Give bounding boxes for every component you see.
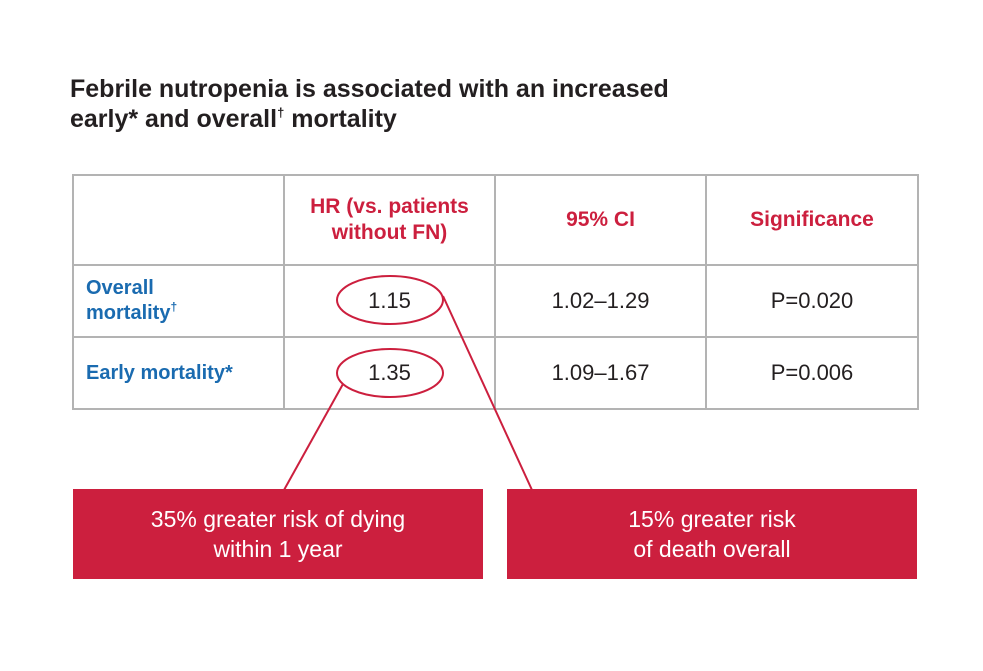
callout-early-line-1: 35% greater risk of dying [150, 506, 406, 532]
title-line-1: Febrile nutropenia is associated with an… [70, 75, 669, 103]
cell-significance-early: P=0.006 [705, 336, 919, 410]
cell-hr-early: 1.35 [283, 336, 496, 410]
row-label-overall: Overall mortality† [72, 264, 285, 338]
callout-overall-line-2: of death overall [633, 536, 791, 562]
row-label-overall-dagger: † [170, 300, 178, 314]
table-header-row: HR (vs. patients without FN) 95% CI Sign… [72, 174, 919, 266]
header-hr-line-1: HR (vs. patients [310, 195, 469, 218]
header-significance: Significance [705, 174, 919, 266]
table-row-overall: Overall mortality† 1.15 1.02–1.29 P=0.02… [72, 264, 919, 338]
header-hr-line-2: without FN) [331, 221, 448, 244]
title-dagger: † [277, 105, 285, 120]
row-label-early: Early mortality* [72, 336, 285, 410]
page-title: Febrile nutropenia is associated with an… [70, 74, 830, 134]
mortality-table: HR (vs. patients without FN) 95% CI Sign… [72, 174, 919, 410]
cell-ci-overall: 1.02–1.29 [494, 264, 707, 338]
row-label-early-line-1: Early mortality* [86, 361, 233, 384]
callout-overall-risk: 15% greater risk of death overall [507, 489, 917, 579]
title-line-2b: mortality [284, 105, 397, 133]
header-hr: HR (vs. patients without FN) [283, 174, 496, 266]
cell-hr-overall: 1.15 [283, 264, 496, 338]
row-label-overall-line-2: mortality [86, 302, 171, 324]
cell-significance-overall: P=0.020 [705, 264, 919, 338]
header-ci: 95% CI [494, 174, 707, 266]
row-label-overall-line-1: Overall [86, 277, 154, 299]
cell-ci-early: 1.09–1.67 [494, 336, 707, 410]
callout-early-risk: 35% greater risk of dying within 1 year [73, 489, 483, 579]
table-row-early: Early mortality* 1.35 1.09–1.67 P=0.006 [72, 336, 919, 410]
callout-early-line-2: within 1 year [213, 536, 343, 562]
callout-overall-line-1: 15% greater risk [628, 506, 796, 532]
title-line-2a: early* and overall [70, 105, 278, 133]
mortality-table-frame: HR (vs. patients without FN) 95% CI Sign… [72, 174, 919, 410]
header-row-label [72, 174, 285, 266]
